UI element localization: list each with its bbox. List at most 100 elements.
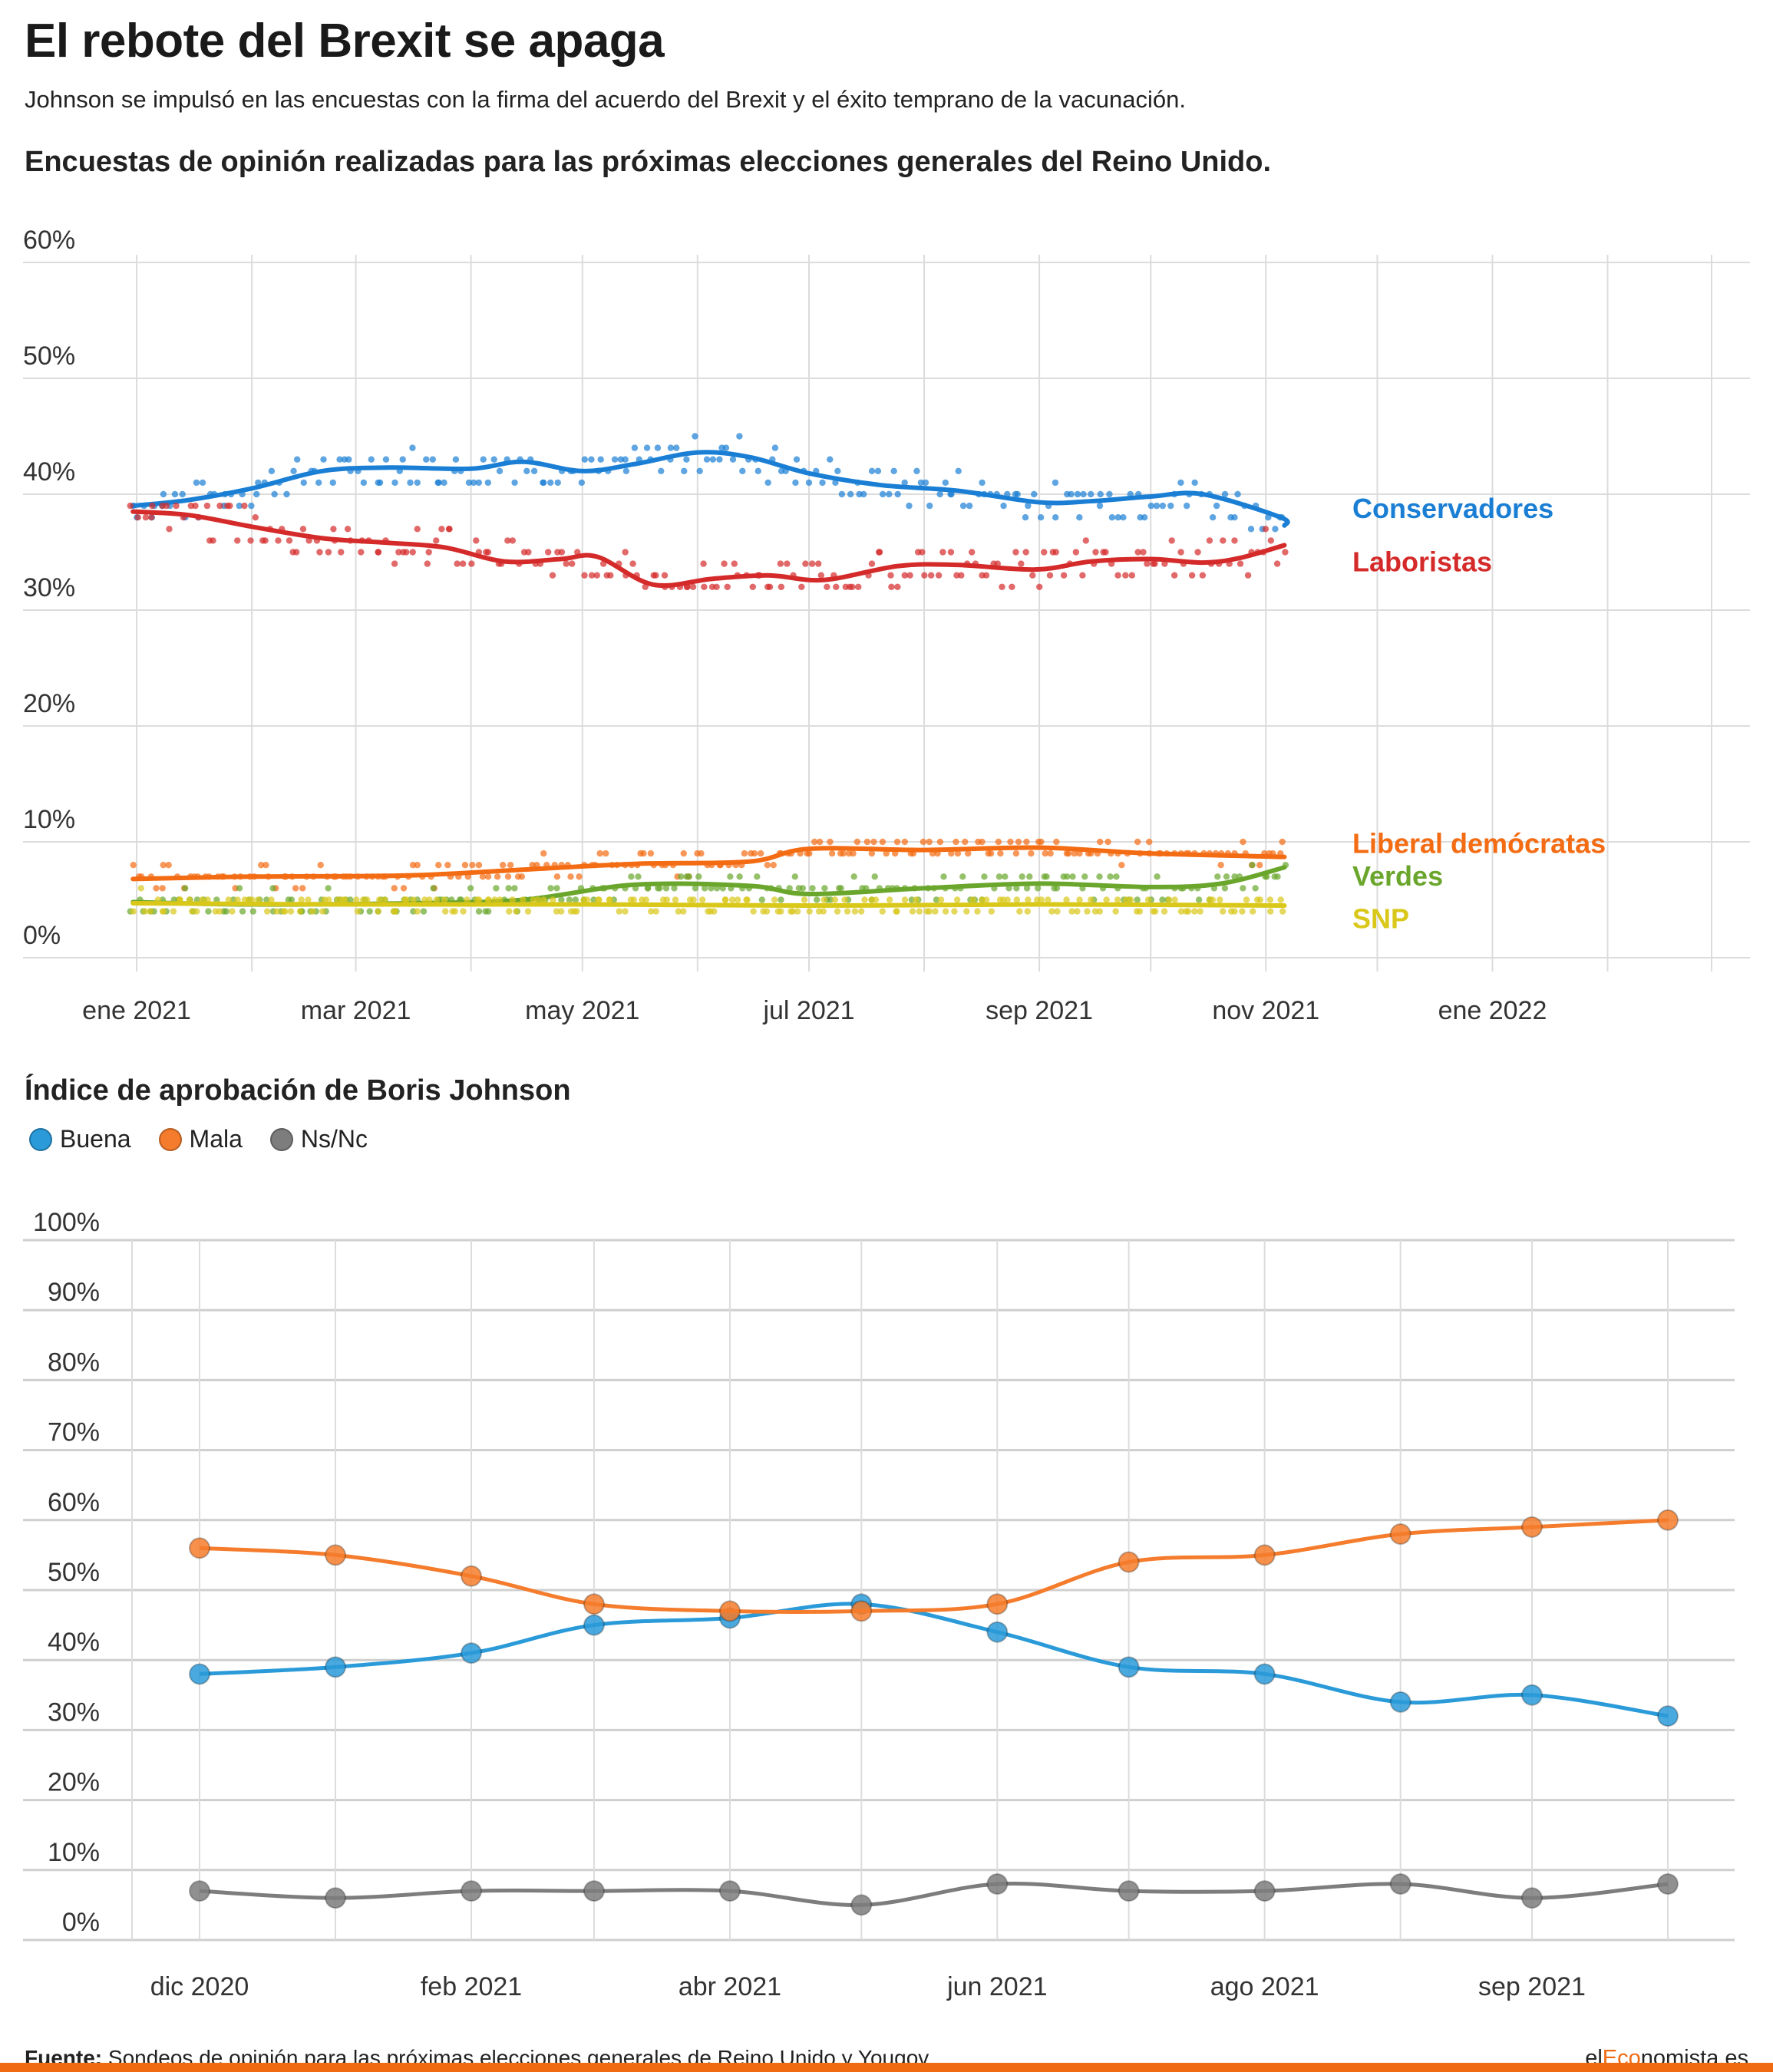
poll-dot [661, 572, 669, 579]
poll-dot [937, 896, 945, 903]
poll-dot [1256, 862, 1263, 869]
poll-dot [248, 502, 255, 510]
poll-dot [1154, 873, 1161, 880]
poll-dot [518, 873, 526, 880]
poll-dot [999, 583, 1005, 590]
poll-dot [226, 502, 233, 510]
poll-dot [1102, 549, 1109, 556]
poll-dot [939, 549, 946, 556]
legend-item-mala[interactable]: Mala [158, 1125, 243, 1153]
poll-dot [844, 908, 851, 915]
poll-dot [1016, 908, 1023, 915]
poll-dot [1183, 502, 1190, 510]
poll-dot [754, 873, 761, 880]
poll-dot [799, 885, 807, 892]
poll-dot [920, 838, 927, 846]
poll-dot [484, 549, 492, 556]
poll-dot [287, 908, 295, 915]
poll-dot [315, 479, 322, 487]
poll-dot [1028, 850, 1035, 857]
poll-dot [617, 456, 625, 463]
poll-dot [834, 908, 841, 915]
poll-dot [1048, 908, 1055, 915]
poll-dot [1037, 514, 1045, 521]
poll-dot [520, 896, 527, 903]
poll-dot [901, 896, 909, 903]
poll-dot [1171, 896, 1178, 903]
poll-dot [658, 467, 665, 474]
poll-dot [1272, 526, 1279, 533]
poll-dot [1240, 838, 1246, 846]
poll-dot [1108, 514, 1116, 521]
poll-dot [1194, 549, 1201, 556]
poll-dot [611, 456, 619, 463]
poll-dot [837, 885, 844, 892]
poll-dot [1159, 502, 1167, 510]
poll-dot [622, 456, 629, 463]
poll-dot [906, 572, 913, 579]
poll-dot [213, 896, 220, 903]
poll-dot [849, 583, 856, 590]
poll-dot [824, 583, 830, 590]
legend-item-nsnc[interactable]: Ns/Nc [269, 1125, 368, 1153]
poll-dot [160, 490, 167, 498]
poll-dot [409, 549, 416, 556]
poll-dot [484, 873, 492, 880]
poll-dot [630, 896, 637, 903]
poll-dot [850, 873, 857, 880]
poll-dot [153, 885, 160, 892]
poll-dot [863, 838, 871, 846]
poll-dot [1072, 549, 1080, 556]
poll-dot [1060, 572, 1068, 579]
poll-dot [643, 444, 651, 451]
poll-dot [1279, 838, 1286, 846]
poll-dot [320, 456, 327, 463]
poll-dot [1068, 908, 1075, 915]
poll-dot [982, 572, 990, 579]
poll-dot [1097, 838, 1104, 846]
poll-dot [553, 873, 561, 880]
y-tick-label: 60% [23, 226, 75, 255]
poll-dot [616, 908, 622, 915]
poll-dot [1113, 873, 1120, 880]
poll-dot [547, 479, 554, 487]
poll-dot [724, 583, 731, 590]
poll-dot [189, 908, 196, 915]
poll-dot [1141, 514, 1148, 521]
poll-dot [504, 537, 511, 544]
legend-item-buena[interactable]: Buena [29, 1125, 131, 1153]
poll-dot [429, 456, 437, 463]
poll-dot [821, 885, 828, 892]
poll-dot [794, 908, 801, 915]
poll-dot [325, 885, 332, 892]
poll-dot [1249, 862, 1256, 869]
poll-dot [391, 560, 398, 567]
point-nsnc [986, 1873, 1009, 1895]
point-mala [461, 1565, 483, 1587]
poll-dot [851, 908, 859, 915]
poll-dot [622, 467, 630, 474]
poll-dot [680, 850, 687, 857]
poll-dot [553, 908, 560, 915]
poll-dot [479, 873, 487, 880]
poll-dot [1023, 885, 1031, 892]
poll-dot [464, 896, 470, 903]
poll-dot [255, 896, 262, 903]
poll-dot [681, 467, 688, 474]
poll-dot [1025, 896, 1032, 903]
poll-dot [1080, 490, 1087, 498]
poll-dot [922, 479, 929, 487]
poll-dot [216, 502, 223, 510]
poll-dot [375, 908, 381, 915]
poll-dot [1024, 908, 1031, 915]
x-tick-label: jun 2021 [946, 1972, 1047, 2001]
poll-dot [1134, 838, 1141, 846]
poll-dot [1273, 560, 1281, 567]
poll-dot [1112, 908, 1119, 915]
y-tick-label: 70% [48, 1418, 100, 1447]
poll-dot [1118, 862, 1125, 869]
poll-dot [692, 433, 698, 440]
poll-dot [553, 885, 560, 892]
legend-label-buena: Buena [60, 1125, 131, 1153]
poll-dot [642, 896, 649, 903]
